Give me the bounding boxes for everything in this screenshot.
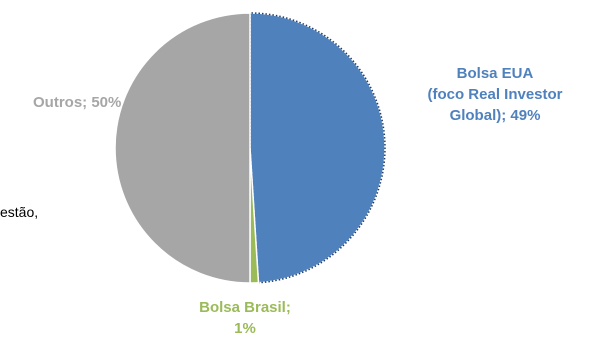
label-bolsa-brasil-line-1: Bolsa Brasil; [199, 299, 291, 316]
slice-outros [114, 12, 251, 284]
slice-bolsa-eua [249, 12, 386, 284]
label-bolsa-brasil: Bolsa Brasil; 1% [185, 297, 305, 339]
label-bolsa-brasil-line-2: 1% [234, 320, 256, 337]
label-outros: Outros; 50% [33, 94, 122, 111]
label-bolsa-eua-line-3: Global); 49% [449, 107, 541, 124]
pie-slices [114, 12, 386, 284]
slice-bolsa-eua-dotted-border [249, 12, 386, 284]
clipped-left-text: estão, [0, 204, 39, 220]
label-bolsa-eua-line-2: (foco Real Investor [427, 86, 563, 103]
label-bolsa-eua: Bolsa EUA (foco Real Investor Global); 4… [405, 63, 585, 126]
label-bolsa-eua-line-1: Bolsa EUA [456, 65, 534, 82]
